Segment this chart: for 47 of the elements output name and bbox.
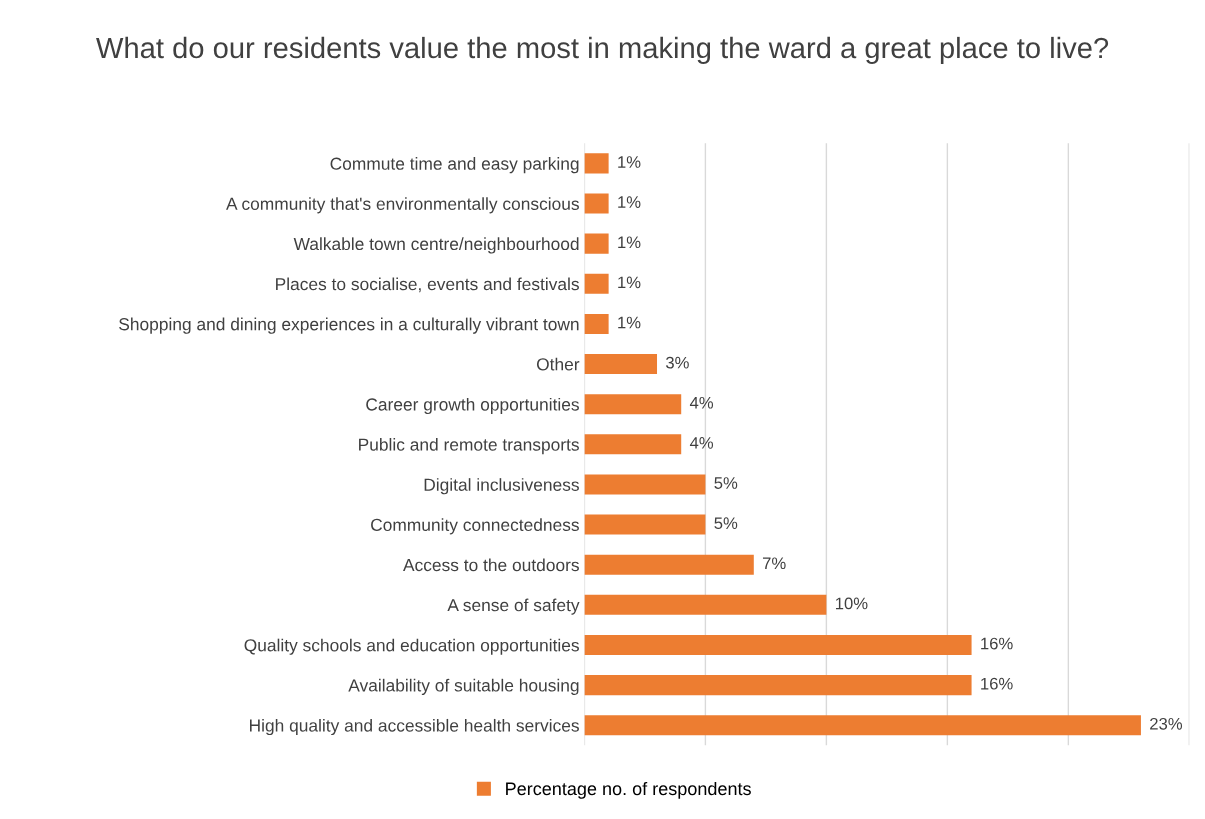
y-tick-label: Commute time and easy parking: [330, 157, 579, 174]
bar: [584, 193, 609, 214]
bar: [584, 514, 706, 535]
y-tick-label: A sense of safety: [447, 598, 580, 615]
bar: [584, 354, 658, 375]
bar: [584, 313, 609, 334]
data-label: 5%: [714, 477, 738, 489]
bar: [584, 675, 972, 696]
data-label: 3%: [665, 356, 689, 369]
y-tick-label: High quality and accessible health services: [250, 718, 579, 736]
data-label: 16%: [981, 677, 1013, 690]
bar: [584, 273, 609, 294]
y-tick-label: Career growth opportunities: [366, 397, 579, 415]
bar: [584, 474, 706, 495]
y-tick-label: Community connectedness: [371, 518, 579, 535]
data-label: 4%: [689, 396, 714, 409]
y-tick-label: Quality schools and education opportunities: [244, 638, 579, 655]
data-label: 1%: [618, 196, 641, 208]
data-label: 1%: [618, 276, 641, 289]
bar: [584, 153, 609, 174]
bar: [584, 394, 682, 415]
data-label: 1%: [618, 236, 641, 249]
y-tick-label: Availability of suitable housing: [348, 678, 579, 695]
data-label: 7%: [762, 557, 786, 570]
y-tick-label: Other: [536, 357, 580, 371]
y-tick-label: Public and remote transports: [359, 438, 579, 455]
legend-label: Percentage no. of respondents: [506, 781, 751, 799]
bar: [584, 233, 609, 254]
y-tick-label: Shopping and dining experiences in a culturally vibrant town: [119, 317, 579, 334]
y-tick-label: Walkable town centre/neighbourhood: [293, 237, 579, 254]
y-tick-label: Places to socialise, events and festivals: [276, 277, 579, 293]
chart-title: What do our residents value the most in making the ward a great place to live?: [96, 36, 1109, 65]
bar: [584, 594, 827, 615]
bar: [584, 715, 1141, 736]
data-label: 23%: [1150, 717, 1183, 730]
bar: [584, 634, 972, 655]
data-label: 4%: [689, 437, 714, 449]
y-tick-label: Digital inclusiveness: [424, 478, 579, 495]
y-tick-label: A community that's environmentally conscious: [226, 197, 579, 214]
data-label: 5%: [714, 517, 738, 530]
data-label: 16%: [981, 637, 1013, 650]
y-tick-label: Access to the outdoors: [403, 558, 579, 572]
data-label: 10%: [835, 597, 868, 610]
data-label: 1%: [618, 156, 641, 168]
bar: [584, 434, 682, 455]
data-label: 1%: [618, 316, 641, 329]
bar: [584, 554, 754, 575]
